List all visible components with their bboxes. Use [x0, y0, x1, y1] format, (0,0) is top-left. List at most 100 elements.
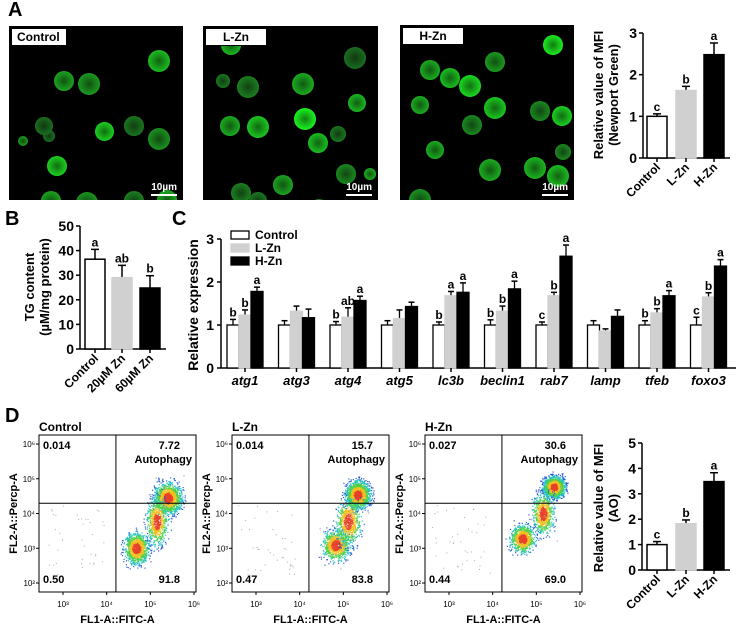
- cell: [459, 75, 481, 97]
- cell: [294, 108, 316, 130]
- svg-text:1: 1: [628, 537, 636, 553]
- svg-text:H-Zn: H-Zn: [255, 254, 282, 268]
- svg-text:20: 20: [58, 292, 74, 308]
- svg-text:b: b: [146, 262, 153, 276]
- svg-text:10: 10: [58, 316, 74, 332]
- svg-text:atg5: atg5: [386, 373, 414, 388]
- svg-text:(AO): (AO): [606, 494, 621, 522]
- svg-text:b: b: [641, 307, 648, 321]
- svg-text:3: 3: [628, 486, 636, 502]
- cell: [420, 60, 440, 80]
- svg-text:b: b: [705, 279, 712, 293]
- scale-bar: 10µm: [542, 182, 568, 196]
- svg-text:10³: 10³: [57, 600, 69, 609]
- svg-text:L-Zn: L-Zn: [664, 572, 692, 600]
- svg-text:a: a: [711, 459, 718, 473]
- scale-bar: 10µm: [151, 182, 177, 196]
- cell: [231, 183, 251, 200]
- gene-group-tfeb: bba: [638, 277, 676, 369]
- cell: [47, 156, 67, 176]
- cell: [148, 128, 170, 150]
- svg-text:Relative value of MFI: Relative value of MFI: [591, 31, 606, 160]
- svg-text:atg3: atg3: [283, 373, 311, 388]
- svg-text:b: b: [499, 292, 506, 306]
- svg-text:b: b: [682, 72, 689, 86]
- svg-text:a: a: [711, 29, 718, 43]
- svg-text:10⁶: 10⁶: [23, 440, 35, 449]
- svg-text:10²: 10²: [23, 579, 35, 588]
- gene-group-atg3: [277, 305, 316, 369]
- cell: [344, 47, 366, 69]
- svg-text:Control: Control: [255, 228, 298, 242]
- svg-text:c: c: [693, 303, 700, 317]
- cell: [348, 94, 366, 112]
- cell: [336, 164, 356, 184]
- microscopy-label: L-Zn: [205, 28, 267, 46]
- svg-text:Control: Control: [623, 572, 663, 612]
- cell: [530, 101, 550, 121]
- panel-letter-c: C: [172, 208, 187, 230]
- cell: [35, 117, 53, 135]
- cell: [220, 116, 240, 136]
- flow-density-dots: [432, 471, 569, 574]
- cell: [237, 76, 259, 98]
- svg-text:ab: ab: [341, 294, 355, 308]
- flow-plot-title: L-Zn: [232, 420, 258, 434]
- cell: [485, 52, 505, 72]
- cell: [148, 50, 170, 72]
- svg-text:(Newport Green): (Newport Green): [606, 44, 621, 146]
- bar-control: a: [84, 235, 106, 350]
- gene-group-rab7: c b a: [535, 231, 573, 369]
- cell: [78, 73, 100, 95]
- svg-text:0.014: 0.014: [43, 440, 71, 452]
- bar-h-zn: a: [703, 459, 725, 571]
- bar-h-zn: a: [703, 29, 725, 159]
- svg-text:a: a: [717, 246, 724, 260]
- cell: [273, 175, 293, 195]
- svg-text:10⁴: 10⁴: [23, 510, 36, 519]
- cell: [409, 189, 431, 200]
- svg-text:10³: 10³: [23, 544, 35, 553]
- svg-text:a: a: [666, 277, 673, 291]
- bar-l-zn: b: [675, 506, 697, 571]
- svg-text:0: 0: [629, 150, 637, 166]
- flow-plot-h-zn: H-Zn 0.027 30.6 Autophagy 0.44 69.0 10² 10³ 10⁴ 1…: [386, 400, 586, 630]
- svg-text:foxo3: foxo3: [691, 373, 726, 388]
- cell: [94, 121, 114, 141]
- flow-plot-title: Control: [39, 420, 82, 434]
- cell: [555, 144, 571, 160]
- svg-text:3: 3: [206, 231, 214, 247]
- svg-text:L-Zn: L-Zn: [664, 160, 692, 188]
- svg-text:rab7: rab7: [540, 373, 568, 388]
- svg-text:a: a: [448, 277, 455, 291]
- svg-text:ab: ab: [115, 251, 129, 265]
- cell: [462, 115, 482, 135]
- gene-group-lc3b: b aa: [432, 269, 470, 369]
- svg-text:4: 4: [628, 460, 636, 476]
- svg-text:a: a: [511, 267, 518, 281]
- svg-text:0: 0: [206, 360, 214, 376]
- cell: [41, 191, 61, 200]
- flow-plot-control: Control 0.014 7.72 Autophagy 0.50 91.8 10² 10³ 1…: [0, 400, 200, 630]
- panel-letter-d: D: [5, 405, 20, 427]
- svg-text:atg4: atg4: [335, 373, 363, 388]
- svg-text:0.50: 0.50: [43, 574, 64, 586]
- svg-text:Autophagy: Autophagy: [135, 454, 193, 466]
- svg-text:50: 50: [58, 218, 74, 234]
- cell: [543, 35, 563, 55]
- cell: [308, 133, 328, 153]
- svg-text:H-Zn: H-Zn: [691, 160, 720, 189]
- cell: [76, 192, 98, 200]
- svg-text:atg1: atg1: [232, 373, 259, 388]
- bar-l-zn: b: [675, 72, 697, 159]
- svg-text:b: b: [682, 506, 689, 520]
- cell: [309, 199, 329, 200]
- svg-text:2: 2: [629, 67, 637, 83]
- cell: [426, 141, 444, 159]
- cell: [524, 157, 546, 179]
- svg-text:0: 0: [628, 562, 636, 578]
- flow-plot-l-zn: L-Zn 0.014 15.7 Autophagy 0.47 83.8 10² 10³ 10⁴ 1…: [193, 400, 393, 630]
- svg-text:FL2-A::Percp-A: FL2-A::Percp-A: [8, 473, 20, 554]
- microscopy-h-zn: H-Zn 10µm: [400, 25, 574, 200]
- gene-group-foxo3: cb a: [689, 246, 728, 369]
